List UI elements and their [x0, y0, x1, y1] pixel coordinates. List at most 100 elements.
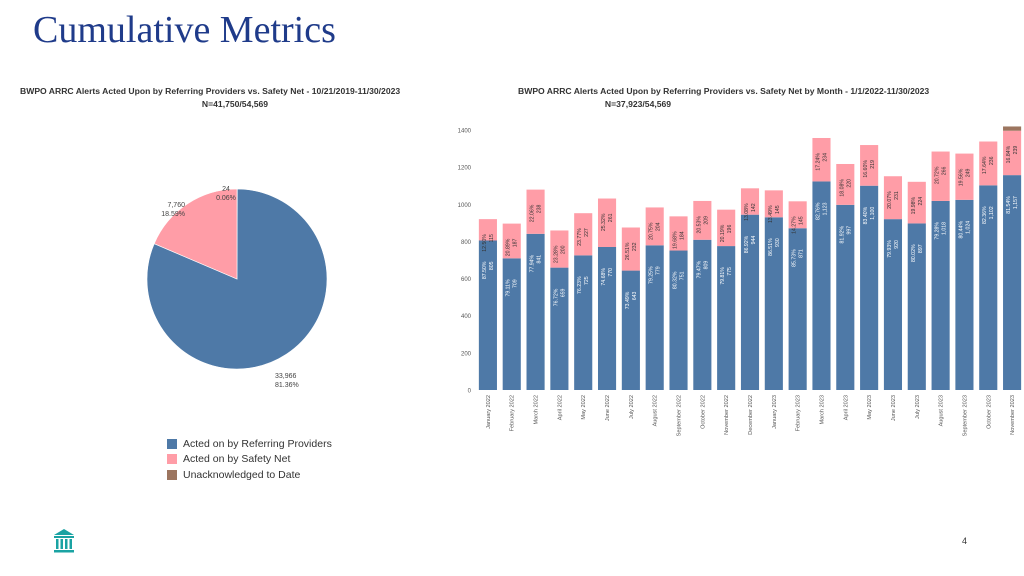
bar-value-label: 209 [703, 216, 709, 225]
bar-segment [550, 267, 569, 390]
bar-percent-label: 77.94% [530, 254, 536, 272]
page-number: 4 [962, 536, 968, 546]
bar-value-label: 659 [560, 289, 566, 298]
x-tick-label: October 2023 [986, 395, 992, 429]
bar-percent-label: 23.28% [553, 245, 559, 263]
x-tick-label: May 2022 [581, 395, 587, 420]
bar-percent-label: 80.02% [911, 244, 917, 262]
bar-segment [645, 207, 664, 246]
x-tick-label: January 2022 [486, 395, 492, 429]
bar-percent-label: 76.23% [577, 276, 583, 294]
legend-swatch [167, 469, 177, 480]
bar-segment [740, 188, 760, 215]
bar-segment [788, 228, 807, 390]
x-tick-label: September 2023 [962, 395, 968, 436]
pie-value-label: 33,966 [275, 373, 297, 380]
x-tick-label: April 2023 [843, 395, 849, 420]
bar-percent-label: 79.28% [935, 222, 941, 240]
bar-value-label: 261 [608, 213, 614, 222]
pie-percent-label: 0.06% [216, 195, 236, 202]
bar-value-label: 725 [584, 276, 590, 285]
bar-segment [931, 151, 950, 201]
bar-segment [1003, 175, 1022, 390]
bar-percent-label: 86.51% [768, 238, 774, 256]
x-tick-label: April 2022 [557, 395, 563, 420]
bar-value-label: 227 [584, 228, 590, 237]
x-tick-label: November 2023 [1010, 395, 1016, 435]
pie-chart-subtitle: N=41,750/54,569 [201, 99, 269, 109]
bar-percent-label: 19.56% [958, 168, 964, 186]
bar-value-label: 1,018 [942, 222, 948, 235]
pie-legend: Acted on by Referring Providers Acted on… [167, 436, 332, 483]
legend-swatch [167, 438, 177, 449]
x-tick-label: February 2022 [510, 395, 516, 431]
bar-segment [693, 200, 712, 240]
bar-segment [931, 200, 950, 390]
legend-item-unacknowledged: Unacknowledged to Date [167, 467, 332, 483]
bar-percent-label: 79.25% [649, 266, 655, 284]
bar-value-label: 232 [632, 242, 638, 251]
bar-value-label: 871 [799, 249, 805, 258]
x-tick-label: August 2022 [653, 395, 659, 426]
bar-segment [812, 137, 831, 182]
bar-segment [955, 153, 974, 200]
bar-value-label: 220 [846, 179, 852, 188]
bar-percent-label: 23.77% [577, 228, 583, 246]
bar-value-label: 751 [680, 271, 686, 280]
bar-percent-label: 76.72% [553, 288, 559, 306]
bar-value-label: 115 [489, 234, 495, 242]
legend-label: Acted on by Safety Net [183, 453, 291, 466]
bar-segment [526, 189, 545, 234]
bar-segment [693, 239, 712, 390]
bar-percent-label: 81.92% [839, 225, 845, 243]
bar-percent-label: 25.32% [601, 213, 607, 231]
bar-segment [883, 219, 903, 390]
y-tick-label: 400 [461, 314, 472, 320]
bar-segment [764, 190, 783, 218]
bar-percent-label: 20.53% [696, 216, 702, 234]
bar-segment [764, 217, 783, 390]
bar-value-label: 234 [822, 153, 828, 162]
x-tick-label: October 2022 [700, 395, 706, 429]
pie-value-label: 7,760 [167, 202, 185, 209]
x-tick-label: June 2023 [891, 395, 897, 421]
bar-value-label: 231 [894, 191, 900, 200]
bar-value-label: 775 [727, 267, 733, 276]
building-logo-icon [53, 528, 75, 559]
bar-percent-label: 20.72% [935, 166, 941, 184]
bar-segment [907, 223, 926, 390]
bar-segment [740, 214, 760, 390]
x-tick-label: March 2022 [534, 395, 540, 425]
bar-percent-label: 79.93% [887, 240, 893, 258]
bar-percent-label: 86.92% [744, 235, 750, 253]
bar-value-label: 184 [680, 231, 686, 240]
bar-percent-label: 79.81% [720, 267, 726, 285]
bar-value-label: 805 [489, 261, 495, 270]
bar-percent-label: 80.32% [673, 271, 679, 289]
y-tick-label: 1000 [458, 203, 472, 209]
bar-value-label: 236 [989, 156, 995, 165]
legend-swatch [167, 454, 177, 465]
bar-value-label: 1,123 [822, 202, 828, 215]
y-tick-label: 200 [461, 351, 472, 357]
bar-percent-label: 17.24% [815, 153, 821, 171]
bar-value-label: 145 [775, 205, 781, 214]
bar-percent-label: 19.68% [673, 231, 679, 249]
y-tick-label: 0 [468, 389, 472, 395]
bar-percent-label: 74.68% [601, 268, 607, 286]
bar-percent-label: 19.98% [911, 196, 917, 214]
bar-segment [717, 246, 736, 390]
y-tick-label: 800 [461, 240, 472, 246]
bar-segment [860, 185, 879, 390]
bar-segment [597, 198, 617, 247]
y-tick-label: 1400 [458, 129, 472, 135]
bar-value-label: 1,024 [965, 221, 971, 234]
bar-chart: 0 200 400 600 800 1000 1200 1400 87.50% 805 12.50%… [458, 126, 1022, 436]
legend-label: Acted on by Referring Providers [183, 437, 332, 450]
bar-segment [574, 213, 593, 256]
bar-segment [1003, 130, 1022, 176]
bar-percent-label: 22.06% [530, 204, 536, 222]
bar-percent-label: 20.89% [506, 238, 512, 256]
bar-segment [621, 270, 640, 390]
bar-chart-subtitle: N=37,923/54,569 [604, 99, 672, 109]
